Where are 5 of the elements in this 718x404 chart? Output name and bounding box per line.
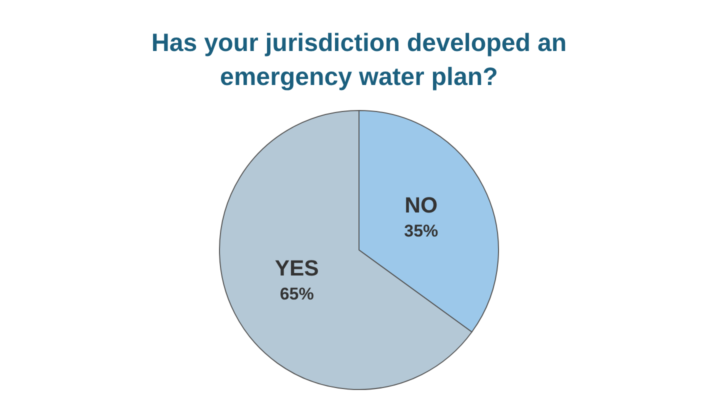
slice-label: YES <box>274 256 319 281</box>
slice-label: NO <box>404 192 438 218</box>
data-label: 35% <box>404 221 438 240</box>
chart-title: Has your jurisdiction developed an emergency water plan? <box>150 28 568 93</box>
data-label: 65% <box>280 284 314 304</box>
